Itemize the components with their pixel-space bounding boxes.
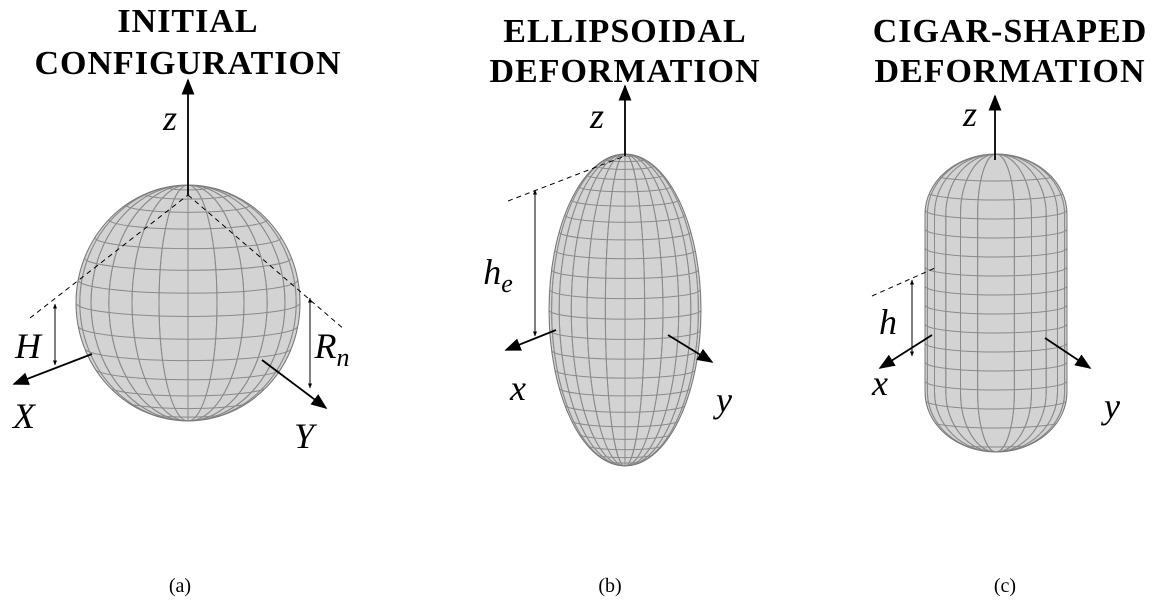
- axis-label: z: [162, 98, 177, 138]
- measure-base: H: [14, 326, 43, 366]
- measure-sub: e: [501, 269, 513, 298]
- caption: (a): [169, 575, 191, 597]
- axis-label: x: [509, 368, 526, 408]
- measure-label: H: [14, 326, 43, 366]
- caption: (c): [994, 575, 1016, 597]
- measure-label: he: [483, 252, 513, 298]
- panel-title: INITIAL: [117, 3, 258, 40]
- panel-title: CIGAR-SHAPED: [873, 13, 1148, 50]
- panel-title: ELLIPSOIDAL: [503, 13, 746, 50]
- axis-label: z: [962, 94, 977, 134]
- y-axis: [262, 360, 326, 408]
- axis-label: y: [713, 380, 732, 420]
- meshes: [76, 154, 1067, 466]
- surface: [925, 154, 1067, 452]
- measure-label: Rn: [314, 326, 350, 372]
- measure-base: R: [314, 326, 337, 366]
- measure-sub: n: [337, 343, 350, 372]
- axis-label: y: [1101, 386, 1120, 426]
- measure-base: h: [879, 302, 897, 342]
- axis-label: x: [871, 363, 888, 403]
- panel-title: DEFORMATION: [874, 53, 1145, 90]
- caption: (b): [598, 575, 621, 597]
- measure-base: h: [483, 252, 501, 292]
- axis-label: X: [11, 396, 37, 436]
- panel-title: DEFORMATION: [489, 53, 760, 90]
- measure-label: h: [879, 302, 897, 342]
- surface: [76, 185, 300, 421]
- axis-label: Y: [294, 416, 318, 456]
- panel-title: CONFIGURATION: [34, 45, 341, 82]
- axis-label: z: [589, 96, 604, 136]
- x-axis: [506, 330, 556, 350]
- surface: [549, 154, 701, 466]
- body: [925, 154, 1067, 452]
- figure: INITIAL CONFIGURATION z X Y H Rn (a) ELL…: [0, 0, 1161, 603]
